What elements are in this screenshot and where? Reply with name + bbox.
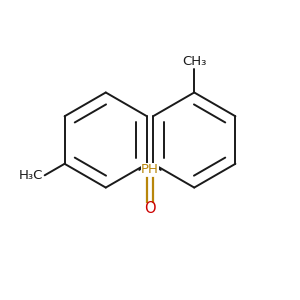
Text: PH: PH <box>141 164 159 176</box>
Text: O: O <box>144 201 156 216</box>
Text: H₃C: H₃C <box>19 169 43 182</box>
Text: CH₃: CH₃ <box>182 55 206 68</box>
